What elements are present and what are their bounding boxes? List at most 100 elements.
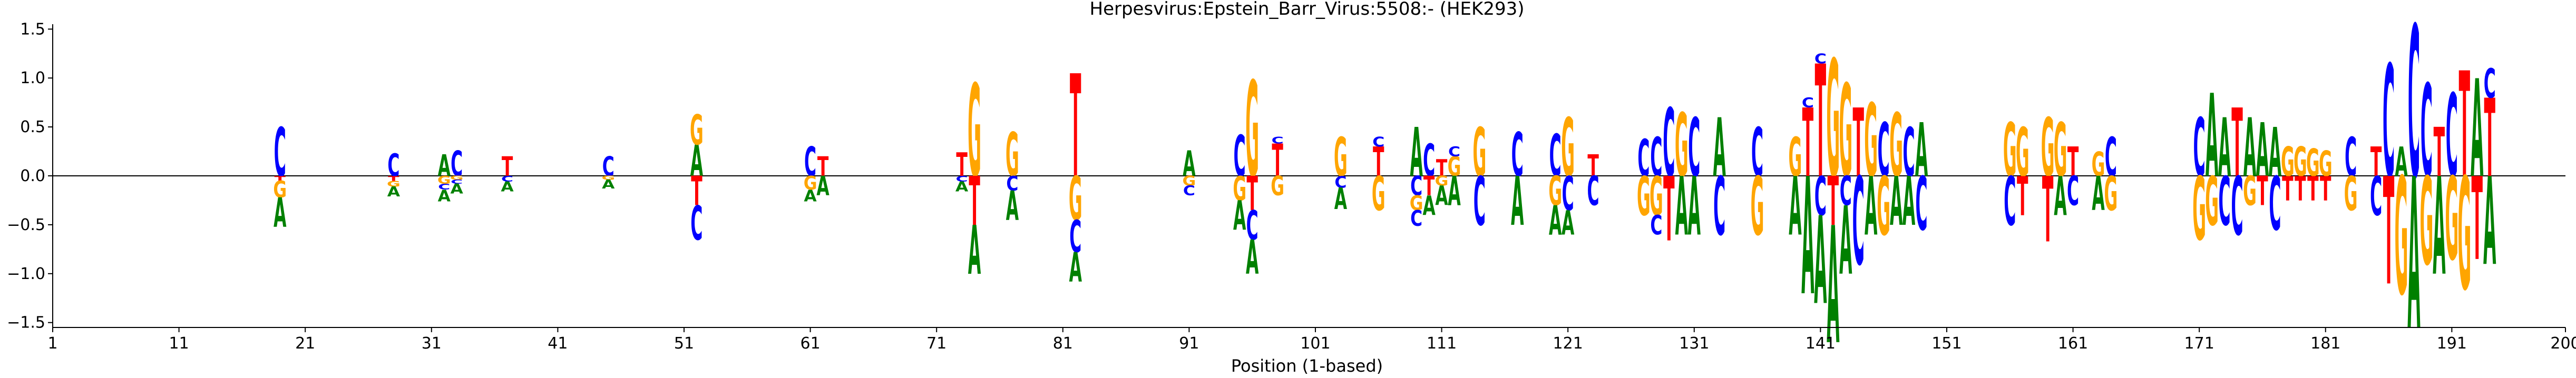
logo-letter-g: G: [387, 179, 401, 188]
logo-letter-glyph: A: [2206, 71, 2218, 203]
logo-column-188: CA: [2407, 0, 2421, 376]
logo-letter-glyph: C: [1802, 95, 1814, 111]
logo-column-127: CG: [1637, 128, 1651, 228]
logo-letter-g: G: [2041, 102, 2055, 195]
logo-letter-a: A: [968, 212, 981, 290]
logo-letter-glyph: C: [1423, 135, 1435, 186]
logo-letter-glyph: A: [2256, 107, 2269, 193]
logo-letter-t: T: [691, 168, 702, 215]
logo-column-128: CGC: [1650, 126, 1663, 241]
logo-letter-g: G: [2205, 163, 2219, 241]
logo-letter-glyph: A: [387, 184, 400, 200]
logo-letter-a: A: [1511, 163, 1524, 241]
logo-letter-glyph: C: [1637, 128, 1650, 188]
logo-letter-glyph: G: [1006, 120, 1019, 191]
logo-letter-a: A: [1422, 190, 1436, 221]
logo-letter-a: A: [2054, 165, 2066, 228]
logo-column-121: GCA: [1561, 102, 1575, 243]
logo-column-183: CG: [2344, 126, 2358, 221]
logo-letter-g: G: [1839, 58, 1852, 206]
logo-letter-a: A: [1562, 203, 1574, 243]
logo-letter-c: C: [1183, 183, 1195, 198]
logo-letter-t: T: [2472, 154, 2483, 286]
logo-letter-glyph: C: [1903, 114, 1915, 192]
logo-letter-glyph: A: [1246, 230, 1258, 285]
logo-letter-glyph: G: [387, 179, 401, 188]
logo-letter-c: C: [451, 144, 463, 185]
logo-letter-glyph: C: [1650, 126, 1662, 188]
x-tick-label: 21: [295, 334, 315, 353]
logo-letter-glyph: C: [1878, 107, 1890, 193]
logo-letter-glyph: G: [2457, 146, 2471, 325]
logo-letter-glyph: G: [1826, 27, 1840, 214]
logo-letter-t: T: [2017, 165, 2028, 228]
logo-letter-glyph: A: [2269, 114, 2281, 192]
logo-letter-a: A: [2243, 102, 2256, 195]
logo-letter-t: T: [388, 175, 399, 183]
logo-column-123: TC: [1587, 148, 1599, 215]
logo-letter-t: T: [2257, 168, 2268, 215]
logo-column-146: CG: [1877, 107, 1890, 254]
logo-column-133: AC: [1713, 102, 1726, 254]
logo-letter-a: A: [1410, 114, 1422, 192]
logo-letter-glyph: G: [690, 106, 704, 155]
logo-letter-glyph: C: [1562, 166, 1574, 221]
logo-letter-glyph: G: [2192, 159, 2206, 261]
logo-column-77: GCA: [1006, 120, 1019, 230]
logo-letter-glyph: G: [968, 58, 981, 206]
x-tick-label: 141: [1806, 334, 1836, 353]
logo-letter-glyph: G: [601, 175, 615, 181]
logo-letter-g: G: [2054, 107, 2067, 193]
logo-letter-glyph: A: [2054, 165, 2066, 228]
y-tick-label: 0.5: [20, 118, 45, 136]
logo-letter-t: T: [2320, 169, 2331, 208]
logo-letter-g: G: [1751, 161, 1764, 254]
logo-letter-g: G: [2192, 159, 2206, 261]
logo-letter-glyph: G: [1864, 83, 1878, 200]
logo-column-187: AG: [2395, 138, 2408, 332]
logo-letter-g: G: [1006, 120, 1019, 191]
logo-letter-glyph: C: [1511, 120, 1524, 191]
logo-column-111: TGA: [1435, 155, 1449, 212]
logo-column-159: GT: [2041, 102, 2055, 263]
logo-letter-t: T: [1663, 158, 1674, 262]
logo-letter-c: C: [2219, 163, 2231, 241]
logo-letter-t: T: [1828, 163, 1839, 241]
logo-letter-glyph: A: [1233, 193, 1246, 240]
logo-letter-glyph: G: [1789, 126, 1802, 188]
logo-letter-t: T: [502, 151, 513, 182]
logo-letter-a: A: [2471, 52, 2483, 207]
logo-letter-glyph: C: [451, 144, 463, 185]
logo-letter-glyph: C: [1474, 163, 1486, 241]
logo-letter-c: C: [602, 151, 614, 182]
logo-letter-glyph: C: [2408, 0, 2420, 225]
logo-letter-glyph: G: [2205, 163, 2219, 241]
logo-letter-a: A: [1801, 144, 1814, 332]
logo-letter-c: C: [1511, 120, 1524, 191]
logo-letter-glyph: C: [1840, 168, 1852, 215]
logo-letter-glyph: T: [2017, 165, 2028, 228]
logo-letter-glyph: A: [2092, 166, 2104, 221]
logo-column-185: TC: [2370, 138, 2382, 227]
x-tick-label: 200: [2550, 334, 2576, 353]
logo-letter-g: G: [2016, 114, 2029, 192]
logo-letter-glyph: A: [2471, 52, 2483, 207]
logo-letter-glyph: A: [690, 136, 703, 186]
logo-letter-g: G: [2092, 144, 2105, 184]
logo-letter-t: T: [2067, 138, 2079, 185]
x-tick-label: 31: [422, 334, 442, 353]
logo-letter-glyph: T: [2434, 114, 2445, 192]
logo-letter-t: T: [956, 147, 967, 184]
logo-letter-glyph: A: [451, 181, 463, 196]
logo-letter-g: G: [2395, 144, 2408, 332]
logo-letter-glyph: A: [816, 171, 830, 202]
logo-letter-glyph: A: [1827, 193, 1839, 378]
logo-letter-a: A: [2092, 166, 2104, 221]
logo-column-193: AT: [2471, 52, 2483, 286]
logo-letter-glyph: C: [1246, 202, 1258, 249]
logo-letter-glyph: C: [1372, 134, 1384, 150]
